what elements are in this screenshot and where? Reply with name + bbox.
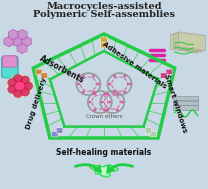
Text: Adhesive materials: Adhesive materials bbox=[101, 41, 167, 90]
FancyBboxPatch shape bbox=[101, 37, 107, 42]
Circle shape bbox=[15, 81, 25, 91]
Polygon shape bbox=[4, 36, 14, 47]
Circle shape bbox=[82, 91, 85, 93]
Circle shape bbox=[113, 91, 116, 93]
Polygon shape bbox=[21, 36, 31, 47]
Circle shape bbox=[128, 83, 131, 85]
Circle shape bbox=[8, 79, 17, 87]
Circle shape bbox=[113, 75, 116, 77]
Polygon shape bbox=[17, 29, 27, 40]
Circle shape bbox=[116, 109, 119, 111]
Text: Polymeric Self-assemblies: Polymeric Self-assemblies bbox=[33, 10, 175, 19]
Text: Adsorbents: Adsorbents bbox=[38, 53, 86, 84]
FancyArrowPatch shape bbox=[76, 165, 100, 172]
FancyBboxPatch shape bbox=[173, 96, 198, 100]
Polygon shape bbox=[90, 165, 118, 177]
Text: Smart windows: Smart windows bbox=[163, 73, 188, 133]
Text: Drug delivery: Drug delivery bbox=[25, 76, 48, 130]
FancyArrowPatch shape bbox=[108, 165, 132, 172]
Circle shape bbox=[13, 89, 22, 98]
Circle shape bbox=[82, 75, 85, 77]
Polygon shape bbox=[179, 32, 206, 51]
Circle shape bbox=[101, 101, 104, 103]
FancyBboxPatch shape bbox=[160, 73, 167, 78]
Circle shape bbox=[108, 83, 111, 85]
Polygon shape bbox=[171, 34, 198, 53]
FancyBboxPatch shape bbox=[101, 43, 107, 48]
Circle shape bbox=[92, 91, 95, 93]
FancyBboxPatch shape bbox=[145, 128, 152, 133]
Circle shape bbox=[108, 101, 111, 103]
Polygon shape bbox=[17, 43, 27, 54]
Circle shape bbox=[24, 82, 33, 90]
Circle shape bbox=[106, 93, 109, 95]
Polygon shape bbox=[176, 33, 203, 51]
Circle shape bbox=[103, 109, 106, 111]
Circle shape bbox=[13, 74, 22, 83]
Text: Macrocycles-assisted: Macrocycles-assisted bbox=[46, 2, 162, 11]
Polygon shape bbox=[13, 36, 23, 47]
FancyBboxPatch shape bbox=[41, 73, 48, 78]
Circle shape bbox=[6, 74, 33, 98]
Circle shape bbox=[123, 75, 126, 77]
Circle shape bbox=[20, 76, 30, 84]
Circle shape bbox=[8, 85, 17, 93]
Text: Crown ethers: Crown ethers bbox=[86, 114, 122, 119]
FancyBboxPatch shape bbox=[51, 132, 58, 137]
Circle shape bbox=[103, 93, 106, 95]
Circle shape bbox=[123, 91, 126, 93]
FancyBboxPatch shape bbox=[173, 105, 198, 110]
Circle shape bbox=[93, 93, 96, 95]
FancyBboxPatch shape bbox=[2, 56, 17, 67]
Circle shape bbox=[106, 109, 109, 111]
Circle shape bbox=[93, 109, 96, 111]
FancyBboxPatch shape bbox=[35, 69, 42, 74]
FancyBboxPatch shape bbox=[56, 128, 63, 133]
Circle shape bbox=[77, 83, 80, 85]
Text: Self-healing materials: Self-healing materials bbox=[56, 148, 152, 157]
Polygon shape bbox=[95, 167, 113, 174]
Polygon shape bbox=[173, 33, 200, 52]
Circle shape bbox=[97, 83, 100, 85]
Polygon shape bbox=[8, 29, 18, 40]
FancyBboxPatch shape bbox=[2, 56, 18, 78]
Circle shape bbox=[121, 101, 124, 103]
Circle shape bbox=[92, 75, 95, 77]
FancyBboxPatch shape bbox=[150, 132, 157, 137]
Circle shape bbox=[116, 93, 119, 95]
Circle shape bbox=[20, 88, 30, 96]
FancyBboxPatch shape bbox=[166, 69, 173, 74]
FancyBboxPatch shape bbox=[173, 101, 198, 105]
Circle shape bbox=[88, 101, 91, 103]
